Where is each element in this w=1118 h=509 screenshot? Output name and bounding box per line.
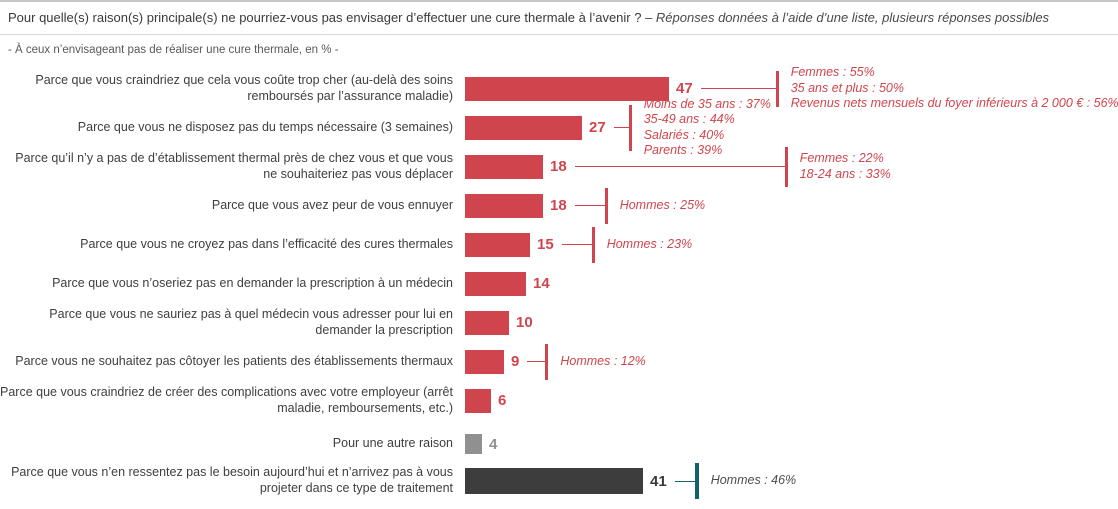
chart-row: Parce que vous craindriez que cela vous …	[0, 65, 1118, 110]
plot-area: 27 Moins de 35 ans : 37% 35-49 ans : 44%…	[465, 97, 1118, 157]
bar	[465, 193, 543, 218]
annotation: Femmes : 55% 35 ans et plus : 50% Revenu…	[791, 65, 1118, 112]
chart-row: Parce que vous n’en ressentez pas le bes…	[0, 463, 1118, 499]
bar-value: 41	[650, 472, 667, 490]
top-divider	[0, 0, 1118, 2]
category-label: Parce que vous ne croyez pas dans l’effi…	[80, 236, 453, 251]
bar	[465, 271, 526, 296]
category-label: Parce que vous n’en ressentez pas le bes…	[11, 465, 453, 495]
bar	[465, 349, 504, 374]
chart-row: Parce que vous ne croyez pas dans l’effi…	[0, 225, 1118, 264]
annotation-tick	[628, 104, 632, 151]
bar-value: 10	[516, 314, 533, 331]
category-label: Pour une autre raison	[332, 436, 453, 451]
annotation-line: Hommes : 12%	[560, 353, 646, 368]
chart-row: Parce que vous avez peur de vous ennuyer…	[0, 186, 1118, 225]
plot-area: 9 Hommes : 12%	[465, 342, 1118, 381]
annotation-line: Moins de 35 ans : 37%	[643, 96, 771, 111]
annotation-line: Salariés : 40%	[643, 127, 725, 142]
annotation-tick	[545, 343, 549, 380]
plot-area: 4	[465, 426, 1118, 462]
category-label: Parce qu’il n’y a pas de d’établissement…	[15, 150, 453, 181]
category-label: Parce vous ne souhaitez pas côtoyer les …	[15, 353, 453, 368]
annotation-tick	[784, 146, 788, 187]
header-divider	[0, 34, 1118, 35]
annotation-tick	[694, 463, 699, 499]
annotation-tick	[591, 226, 595, 263]
bar	[465, 115, 582, 140]
annotation: Hommes : 12%	[560, 354, 645, 370]
bar-value: 6	[498, 392, 507, 409]
bar	[465, 468, 643, 494]
annotation-line: Femmes : 55%	[790, 65, 875, 80]
chart-row: Parce vous ne souhaitez pas côtoyer les …	[0, 342, 1118, 381]
chart-row: Parce que vous n’oseriez pas en demander…	[0, 264, 1118, 303]
bar-value: 14	[533, 275, 550, 292]
annotation: Hommes : 25%	[620, 198, 705, 214]
chart-title-main: Pour quelle(s) raison(s) principale(s) n…	[8, 10, 642, 25]
annotation-line: Femmes : 22%	[799, 151, 884, 165]
bar-value: 9	[511, 353, 520, 370]
annotation-line: Hommes : 25%	[619, 197, 706, 212]
annotation: Femmes : 22% 18-24 ans : 33%	[800, 151, 891, 182]
bar-value: 47	[676, 80, 693, 97]
chart-row: Parce que vous ne sauriez pas à quel méd…	[0, 303, 1118, 342]
plot-area: 15 Hommes : 23%	[465, 225, 1118, 264]
chart-row: Parce que vous craindriez de créer des c…	[0, 381, 1118, 420]
bar	[465, 388, 491, 413]
annotation-line: Parents : 39%	[643, 143, 723, 157]
annotation-connector	[674, 480, 695, 482]
plot-area: 18 Femmes : 22% 18-24 ans : 33%	[465, 146, 1118, 187]
chart-row: Parce qu’il n’y a pas de d’établissement…	[0, 146, 1118, 187]
bar-value: 27	[589, 119, 606, 136]
annotation-connector	[700, 88, 776, 89]
category-label: Parce que vous n’oseriez pas en demander…	[52, 275, 453, 290]
bar	[465, 434, 482, 454]
plot-area: 6	[465, 381, 1118, 420]
plot-area: 41 Hommes : 46%	[465, 463, 1118, 499]
bar	[465, 76, 669, 101]
category-label: Parce que vous avez peur de vous ennuyer	[211, 197, 453, 212]
category-label: Parce que vous craindriez de créer des c…	[0, 384, 453, 415]
chart-subtitle: - À ceux n’envisageant pas de réaliser u…	[8, 44, 339, 56]
annotation-tick	[604, 187, 608, 224]
annotation-connector	[574, 166, 785, 167]
annotation-line: 35-49 ans : 44%	[643, 112, 735, 126]
annotation-line: 35 ans et plus : 50%	[790, 80, 904, 95]
annotation: Moins de 35 ans : 37% 35-49 ans : 44% Sa…	[644, 97, 771, 159]
bar-value: 4	[489, 435, 498, 453]
bar	[465, 232, 530, 257]
category-label: Parce que vous ne sauriez pas à quel méd…	[49, 306, 453, 337]
annotation-connector	[561, 244, 592, 245]
annotation: Hommes : 23%	[607, 237, 692, 253]
annotation: Hommes : 46%	[711, 473, 796, 489]
annotation-line: 18-24 ans : 33%	[799, 166, 891, 181]
bar	[465, 154, 543, 179]
annotation-connector	[574, 205, 605, 206]
category-label: Parce que vous craindriez que cela vous …	[35, 72, 453, 103]
chart-row: Pour une autre raison 4	[0, 426, 1118, 462]
bar-value: 15	[537, 236, 554, 253]
plot-area: 18 Hommes : 25%	[465, 186, 1118, 225]
chart-title: Pour quelle(s) raison(s) principale(s) n…	[0, 2, 1118, 25]
annotation-line: Hommes : 23%	[606, 236, 693, 251]
bar	[465, 310, 509, 335]
bar-value: 18	[550, 158, 567, 175]
plot-area: 10	[465, 303, 1118, 342]
chart-title-note: – Réponses données à l’aide d’une liste,…	[641, 10, 1050, 25]
annotation-connector	[613, 127, 629, 128]
bar-chart: Parce que vous craindriez que cela vous …	[0, 65, 1118, 499]
annotation-line: Revenus nets mensuels du foyer inférieur…	[790, 96, 1118, 111]
plot-area: 14	[465, 264, 1118, 303]
category-label: Parce que vous ne disposez pas du temps …	[77, 119, 453, 134]
plot-area: 47 Femmes : 55% 35 ans et plus : 50% Rev…	[465, 65, 1118, 110]
bar-value: 18	[550, 197, 567, 214]
annotation-tick	[775, 70, 779, 107]
annotation-connector	[527, 361, 546, 362]
chart-row: Parce que vous ne disposez pas du temps …	[0, 97, 1118, 158]
annotation-line: Hommes : 46%	[710, 473, 797, 488]
